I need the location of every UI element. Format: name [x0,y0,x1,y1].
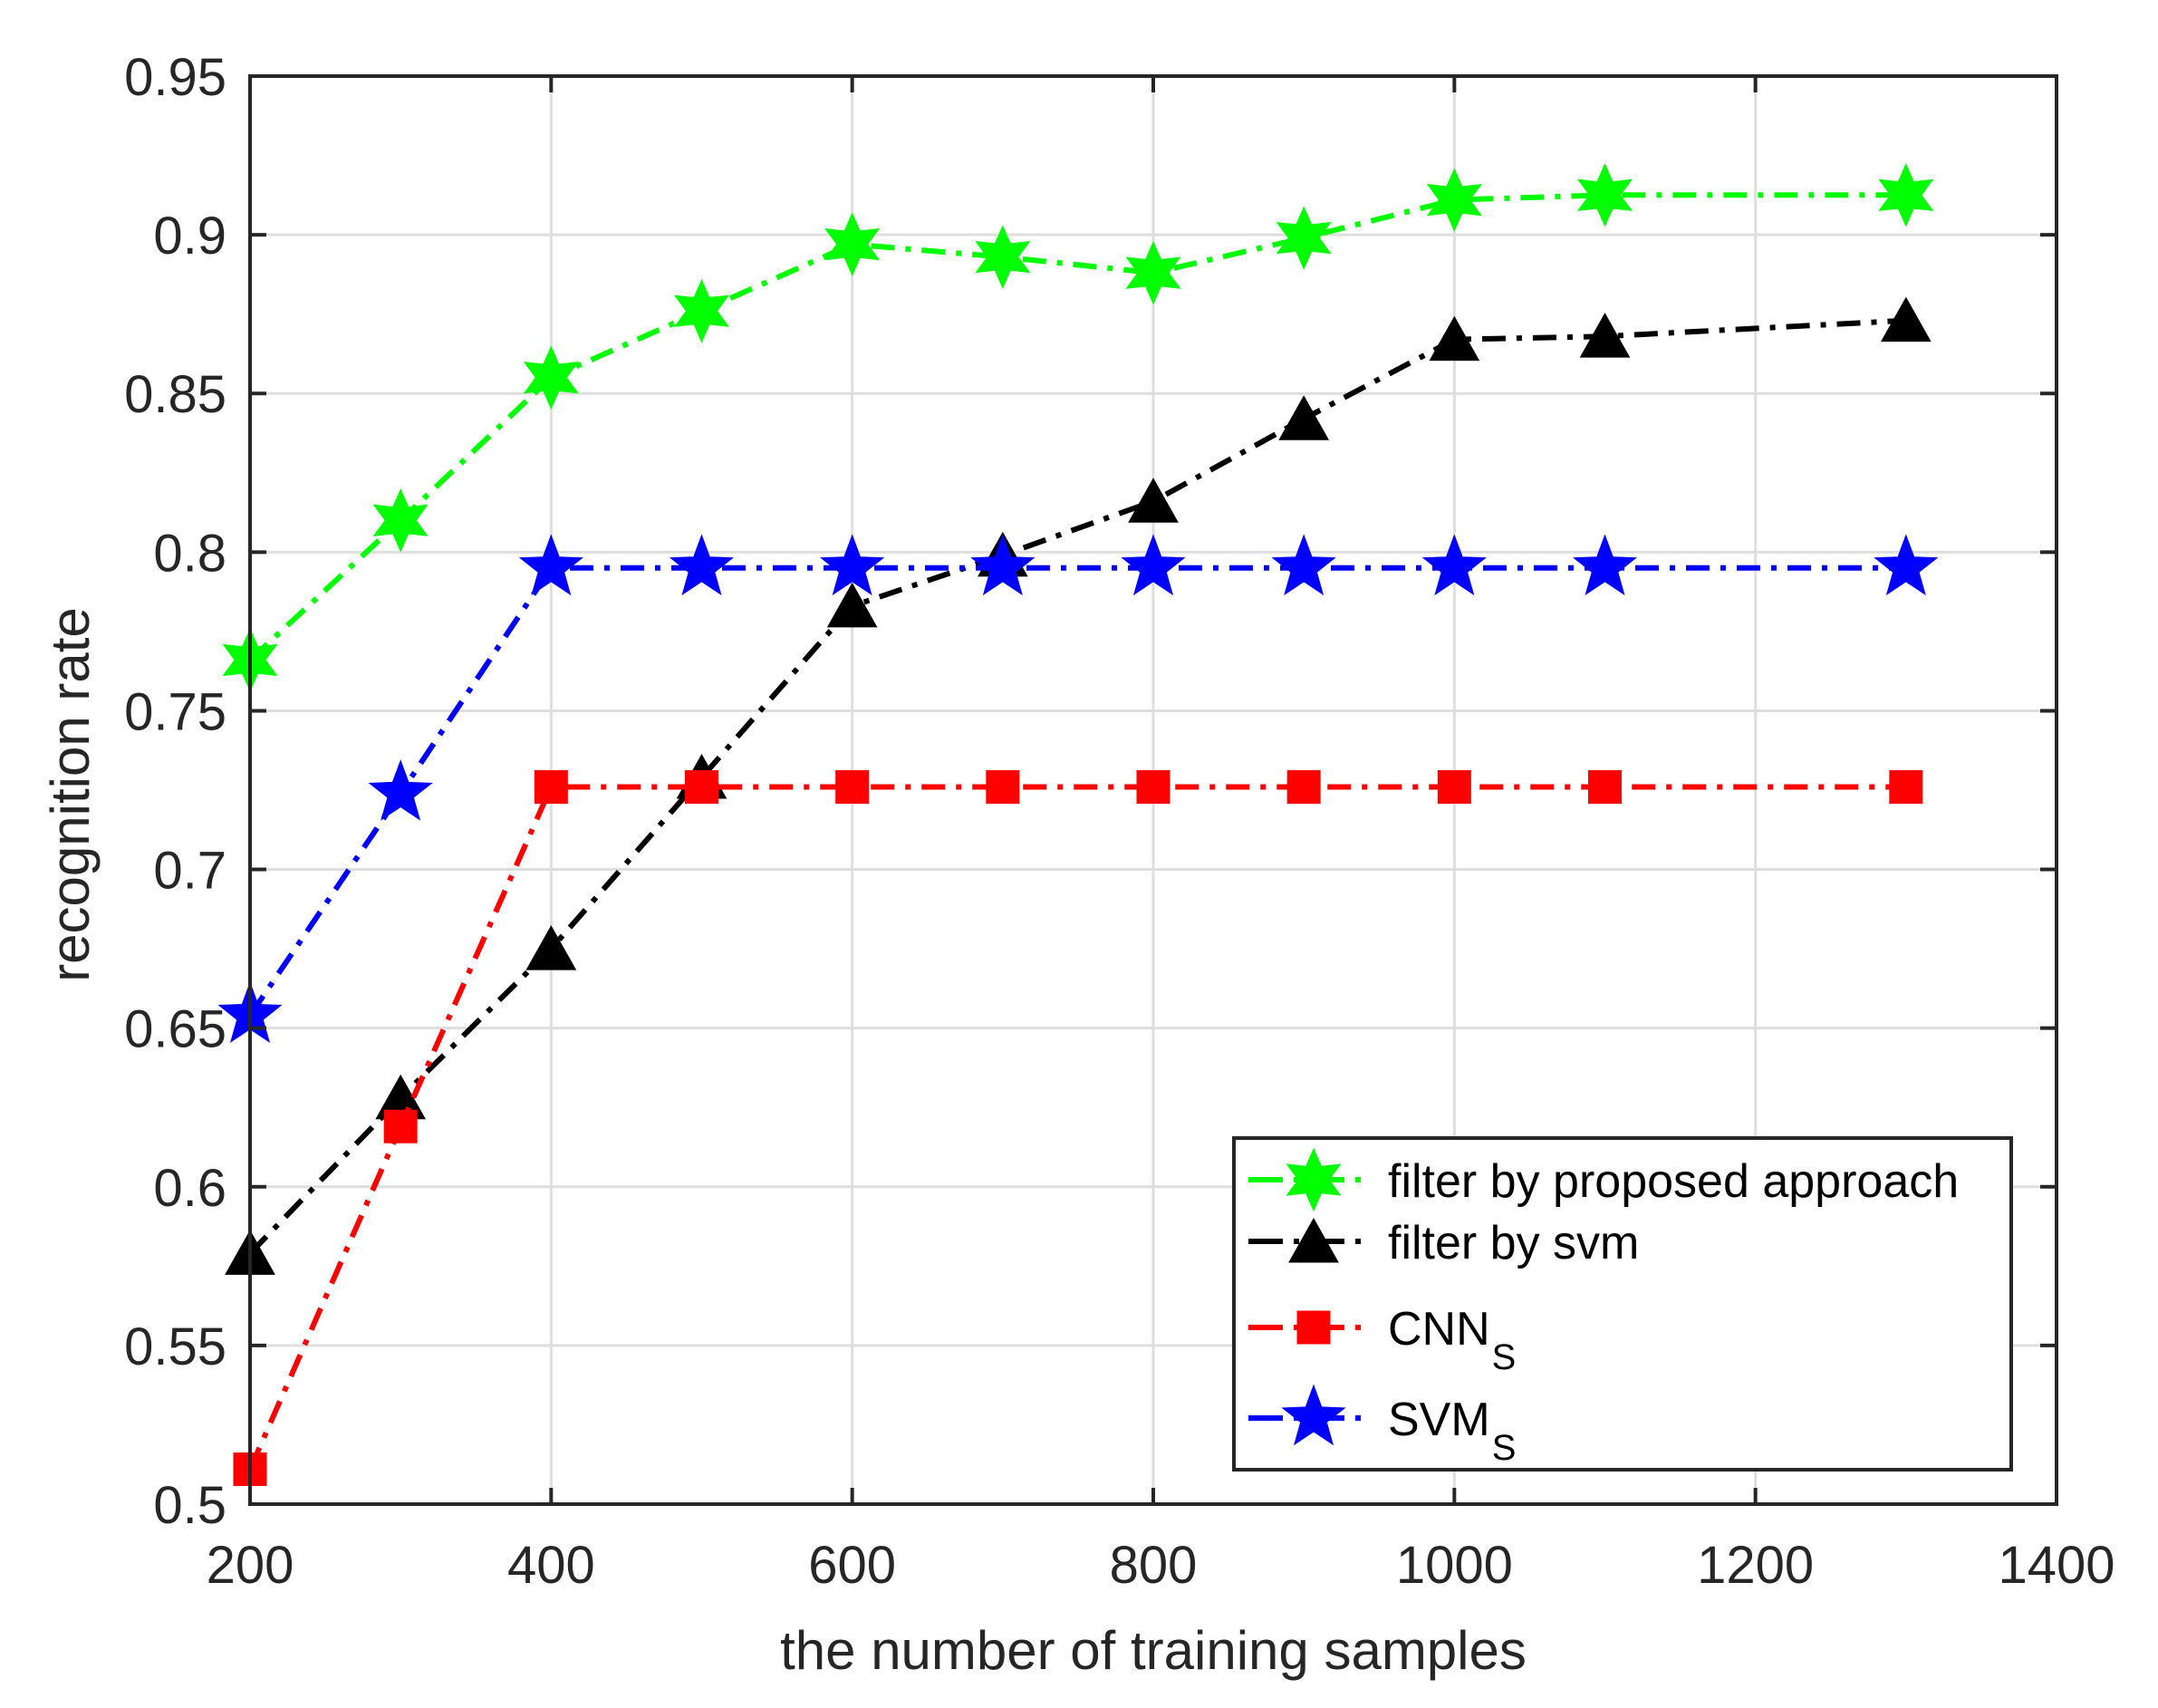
series-filter-by-svm [225,296,1932,1275]
hexagram-marker-icon [824,212,881,276]
legend-label: CNN [1388,1303,1490,1356]
hexagram-marker-icon [975,225,1031,289]
star-marker-icon [1271,534,1336,596]
legend: filter by proposed approach filter by svm… [1232,1136,2013,1472]
square-marker-icon [383,1109,418,1143]
star-marker-icon [1572,534,1638,596]
legend-label: SVM [1388,1394,1490,1446]
triangle-marker-icon [1288,1217,1339,1263]
x-tick-label: 1000 [1396,1536,1513,1595]
x-tick-label: 1200 [1697,1536,1814,1595]
y-tick-label: 0.5 [153,1476,226,1535]
y-tick-label: 0.6 [153,1159,226,1218]
legend-label-subscript: S [1492,1428,1517,1468]
x-tick-label: 800 [1110,1536,1198,1595]
hexagram-marker-icon [523,345,579,410]
star-marker-icon [368,759,433,821]
series-filter-by-proposed-approach [222,163,1934,692]
star-marker-icon [1121,534,1186,596]
triangle-marker-icon [1278,395,1330,440]
legend-item: filter by proposed approach [1248,1147,1959,1212]
y-tick-label: 0.95 [124,48,226,107]
star-marker-icon [970,534,1036,596]
series-line [247,784,1906,1471]
y-tick-label: 0.85 [124,365,226,424]
square-marker-icon [1136,769,1171,804]
series-line [247,565,1906,1018]
hexagram-marker-icon [372,488,429,553]
triangle-marker-icon [1880,296,1932,343]
square-marker-icon [685,769,718,804]
y-tick-label: 0.9 [153,207,226,265]
square-marker-icon [1296,1310,1331,1345]
star-marker-icon [669,534,735,596]
y-tick-label: 0.75 [124,682,226,741]
legend-label: filter by proposed approach [1388,1155,1959,1208]
hexagram-marker-icon [674,278,729,343]
tick-labels: 200 400 600 800 1000 1200 1400 0.5 0.55 0.6 0.65 0.… [124,48,2115,1595]
series-cnn-s [233,769,1923,1486]
triangle-marker-icon [826,582,878,628]
star-marker-icon [1281,1384,1346,1446]
triangle-marker-icon [1429,315,1480,362]
triangle-marker-icon [1128,478,1179,523]
legend-item: filter by svm [1248,1217,1639,1269]
x-tick-label: 400 [507,1536,595,1595]
star-marker-icon [820,534,885,596]
data-series [217,163,1939,1486]
y-tick-label: 0.8 [153,524,226,583]
star-marker-icon [1421,534,1487,596]
hexagram-marker-icon [1577,163,1633,227]
square-marker-icon [835,769,870,804]
series-line [247,317,1906,1256]
x-axis-label: the number of training samples [780,1620,1527,1681]
triangle-marker-icon [525,925,577,970]
x-tick-label: 200 [207,1536,294,1595]
y-tick-label: 0.65 [124,1000,226,1059]
square-marker-icon [1588,769,1622,804]
hexagram-marker-icon [1125,240,1181,305]
legend-label-subscript: S [1492,1337,1517,1377]
square-marker-icon [534,769,568,804]
square-marker-icon [1437,769,1471,804]
series-line [247,192,1906,662]
hexagram-marker-icon [1878,163,1934,227]
legend-label: filter by svm [1388,1217,1639,1269]
x-tick-label: 1400 [1998,1536,2115,1595]
y-axis-label: recognition rate [40,607,101,982]
y-tick-label: 0.55 [124,1317,226,1376]
hexagram-marker-icon [1286,1147,1342,1212]
y-tick-label: 0.7 [153,842,226,901]
hexagram-marker-icon [1426,168,1482,232]
square-marker-icon [1286,769,1321,804]
hexagram-marker-icon [1276,206,1332,270]
axes [248,74,2058,1506]
square-marker-icon [986,769,1020,804]
triangle-marker-icon [1579,313,1631,358]
star-marker-icon [1874,534,1939,596]
x-tick-label: 600 [808,1536,896,1595]
square-marker-icon [1889,769,1923,804]
star-marker-icon [518,534,583,596]
legend-box [1232,1136,2013,1472]
